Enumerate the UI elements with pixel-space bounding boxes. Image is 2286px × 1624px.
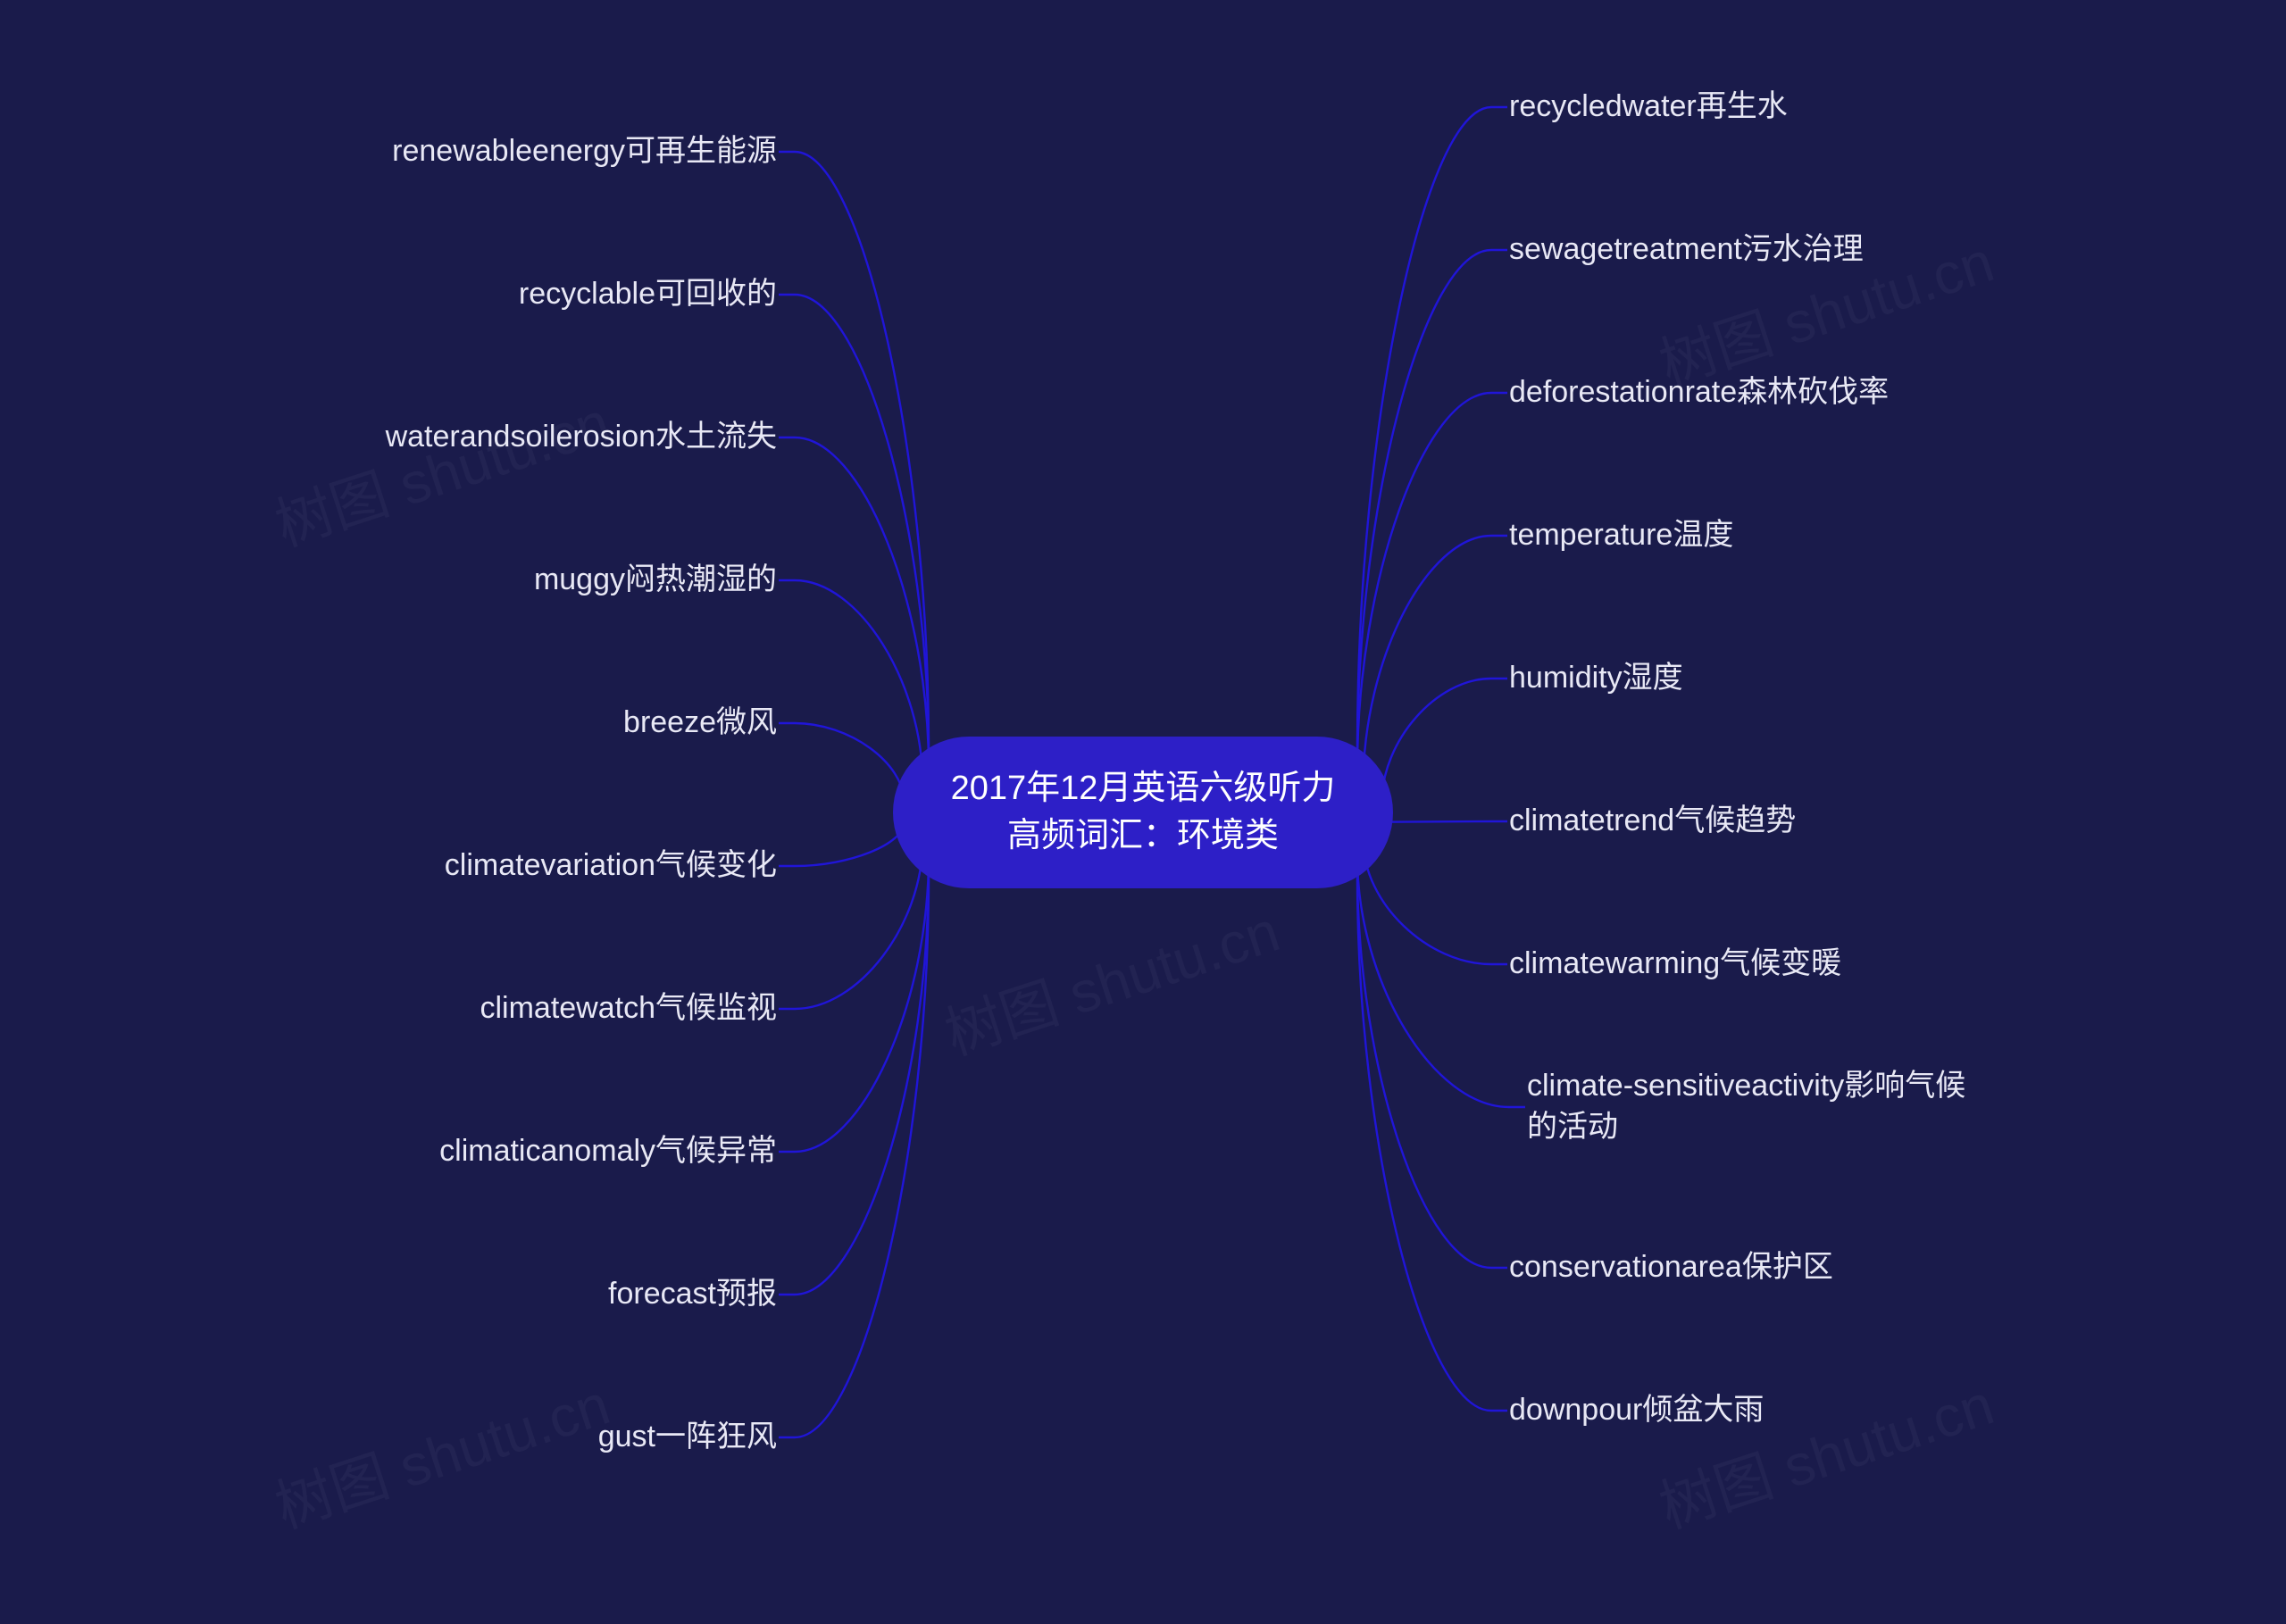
watermark: 树图 shutu.cn bbox=[263, 377, 618, 562]
leaf-node[interactable]: waterandsoilerosion水土流失 bbox=[205, 417, 777, 458]
leaf-node[interactable]: climatevariation气候变化 bbox=[205, 845, 777, 887]
leaf-node[interactable]: breeze微风 bbox=[205, 703, 777, 744]
leaf-node[interactable]: muggy闷热潮湿的 bbox=[205, 560, 777, 601]
edge bbox=[795, 870, 929, 1295]
edge bbox=[795, 878, 929, 1437]
edge bbox=[795, 295, 929, 755]
leaf-node[interactable]: climatewatch气候监视 bbox=[205, 988, 777, 1029]
edge bbox=[795, 580, 922, 785]
leaf-node[interactable]: recycledwater再生水 bbox=[1509, 87, 2081, 128]
leaf-node[interactable]: gust一阵狂风 bbox=[205, 1417, 777, 1458]
edge bbox=[1364, 840, 1491, 964]
edge bbox=[1357, 250, 1491, 755]
leaf-node[interactable]: conservationarea保护区 bbox=[1509, 1247, 2081, 1288]
leaf-node[interactable]: downpour倾盆大雨 bbox=[1509, 1390, 2081, 1431]
leaf-node[interactable]: forecast预报 bbox=[205, 1274, 777, 1315]
edge bbox=[795, 437, 929, 769]
leaf-node[interactable]: humidity湿度 bbox=[1509, 658, 2081, 699]
edge bbox=[795, 840, 922, 1009]
leaf-node[interactable]: climate-sensitiveactivity影响气候 的活动 bbox=[1527, 1066, 2098, 1148]
leaf-node[interactable]: deforestationrate森林砍伐率 bbox=[1509, 372, 2081, 413]
edge bbox=[1364, 536, 1491, 785]
leaf-node[interactable]: climatewarming气候变暖 bbox=[1509, 944, 2081, 985]
edge bbox=[795, 856, 929, 1152]
leaf-node[interactable]: climaticanomaly气候异常 bbox=[205, 1131, 777, 1172]
leaf-node[interactable]: recyclable可回收的 bbox=[205, 274, 777, 315]
edge bbox=[1381, 821, 1491, 822]
edge bbox=[795, 822, 905, 866]
leaf-node[interactable]: temperature温度 bbox=[1509, 515, 2081, 556]
leaf-node[interactable]: renewableenergy可再生能源 bbox=[205, 131, 777, 172]
edge bbox=[1357, 107, 1491, 747]
edge bbox=[1357, 878, 1491, 1411]
edge bbox=[795, 723, 905, 803]
edge bbox=[1381, 679, 1491, 803]
edge bbox=[1357, 856, 1509, 1107]
edge bbox=[1357, 870, 1491, 1268]
watermark: 树图 shutu.cn bbox=[1648, 1359, 2002, 1544]
edge bbox=[1357, 393, 1491, 769]
center-topic[interactable]: 2017年12月英语六级听力 高频词汇：环境类 bbox=[893, 737, 1393, 888]
mindmap-canvas: 树图 shutu.cn树图 shutu.cn树图 shutu.cn树图 shut… bbox=[0, 0, 2286, 1624]
leaf-node[interactable]: climatetrend气候趋势 bbox=[1509, 801, 2081, 842]
watermark: 树图 shutu.cn bbox=[933, 886, 1288, 1070]
edge bbox=[795, 152, 929, 747]
leaf-node[interactable]: sewagetreatment污水治理 bbox=[1509, 229, 2081, 271]
